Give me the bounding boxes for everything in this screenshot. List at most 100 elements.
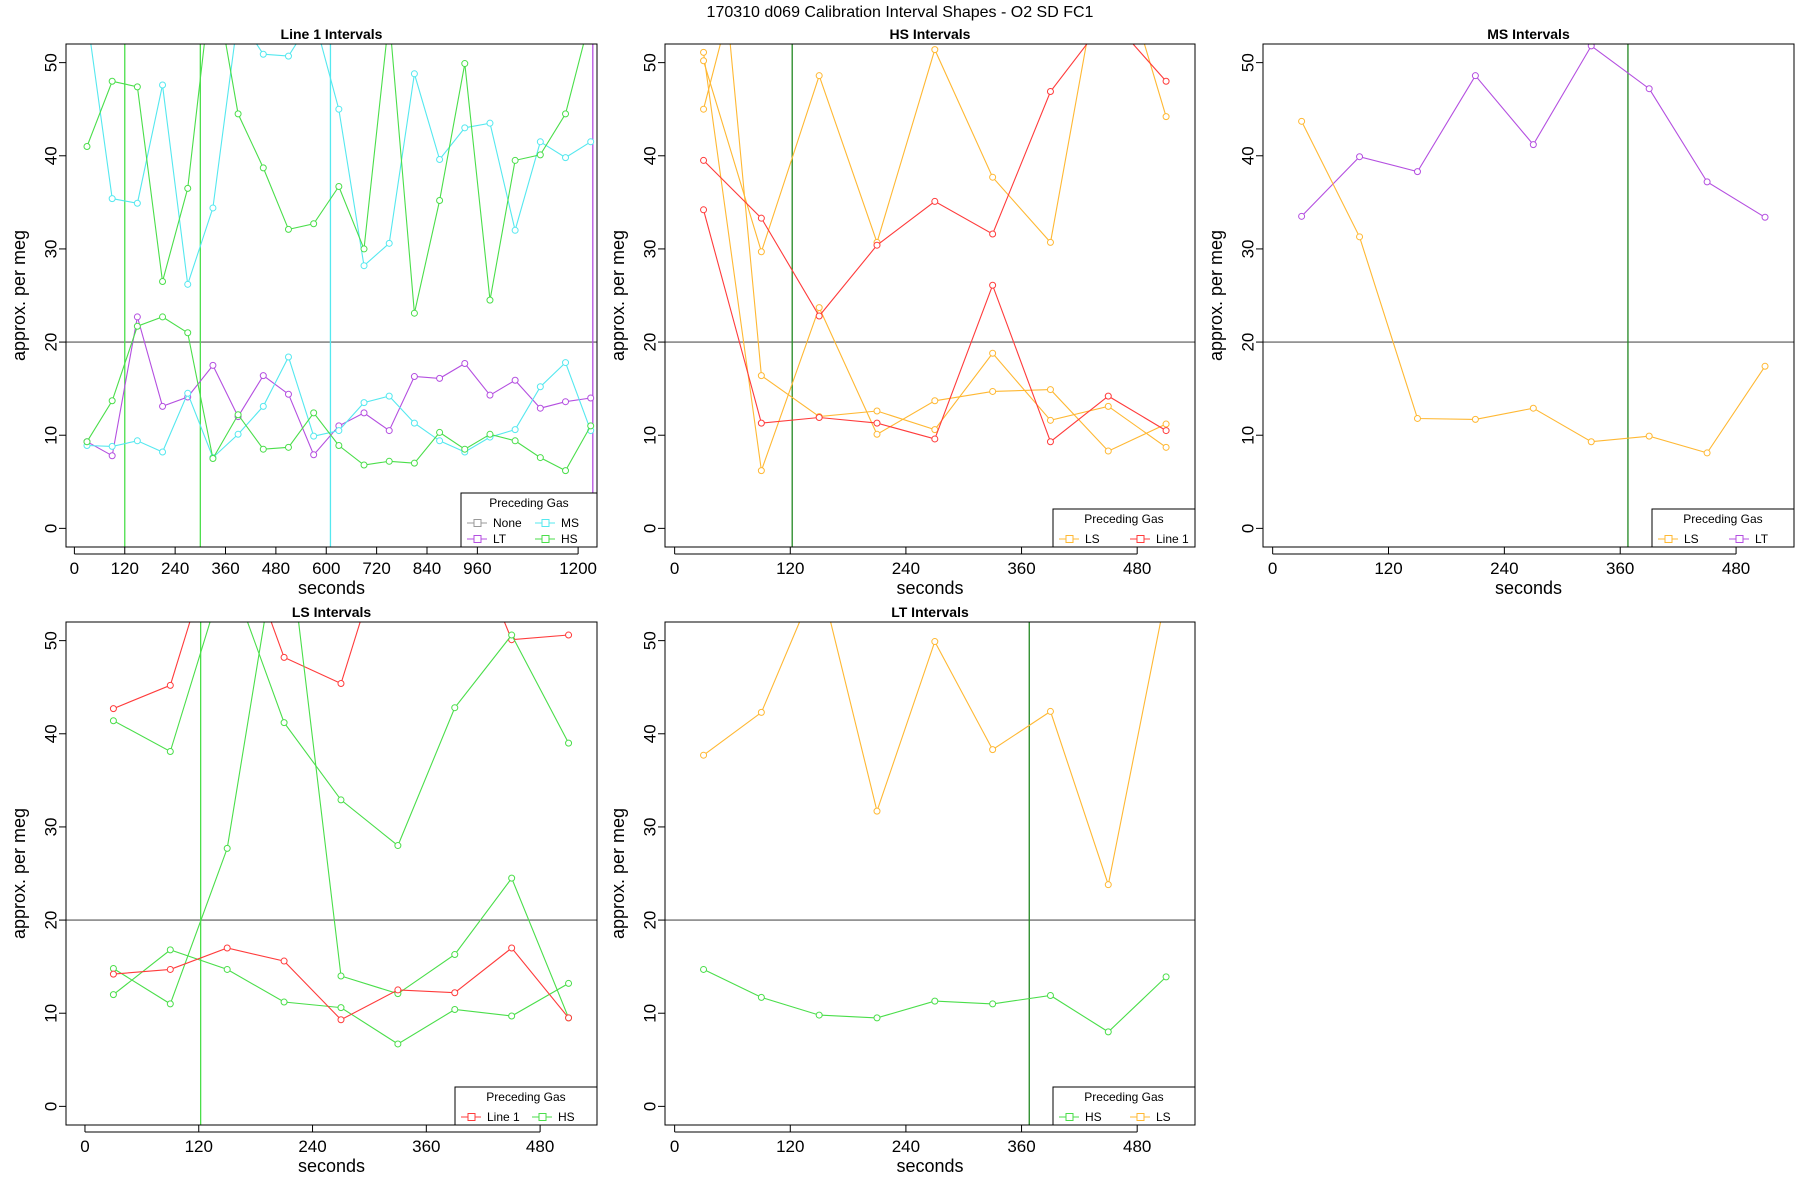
data-point (451, 704, 459, 712)
data-point (873, 430, 881, 438)
data-point (757, 419, 765, 427)
data-point (508, 631, 516, 639)
data-point (1046, 707, 1054, 715)
data-point (284, 353, 292, 361)
data-point (159, 81, 167, 89)
y-tick-label: 10 (1238, 426, 1257, 445)
y-tick-label: 40 (41, 724, 60, 743)
data-point (436, 437, 444, 445)
data-point (451, 951, 459, 959)
data-point (588, 13, 594, 19)
data-point (989, 281, 997, 289)
y-tick-label: 30 (640, 817, 659, 836)
data-point (562, 110, 570, 118)
data-point (873, 407, 881, 415)
x-tick-label: 120 (111, 559, 139, 578)
x-tick-label: 240 (1490, 559, 1518, 578)
y-axis-label: approx. per meg (1206, 230, 1226, 361)
x-tick-label: 480 (1123, 1137, 1151, 1156)
data-point (451, 1005, 459, 1013)
data-point (394, 986, 402, 994)
data-point (1703, 449, 1711, 457)
y-tick-label: 40 (1238, 146, 1257, 165)
data-point (536, 151, 544, 159)
x-tick-label: 480 (1722, 559, 1750, 578)
chart-panel: HS Intervals 0 120 240 360 480 0 10 20 30 40 50 seco… (608, 26, 1196, 598)
x-tick-label: 120 (776, 559, 804, 578)
data-point (700, 156, 708, 164)
plot-frame (664, 43, 1196, 548)
data-point (461, 124, 469, 132)
data-point (989, 1000, 997, 1008)
x-tick-label: 0 (1268, 559, 1277, 578)
data-point (133, 322, 141, 330)
data-point (931, 197, 939, 205)
x-tick-label: 960 (463, 559, 491, 578)
data-point (360, 245, 368, 253)
data-point (159, 402, 167, 410)
data-point (815, 72, 823, 80)
data-point (337, 796, 345, 804)
data-point (259, 50, 267, 58)
data-point (410, 373, 418, 381)
data-point (133, 313, 141, 321)
plot-area (66, 13, 597, 547)
data-point (452, 498, 458, 504)
panel-title: LT Intervals (891, 604, 969, 620)
data-point (461, 359, 469, 367)
x-tick-label: 480 (1123, 559, 1151, 578)
data-point (395, 498, 401, 504)
data-point (385, 427, 393, 435)
data-point (486, 430, 494, 438)
y-tick-label: 30 (1238, 239, 1257, 258)
y-tick-label: 10 (41, 1004, 60, 1023)
data-point (223, 844, 231, 852)
data-point (536, 383, 544, 391)
x-tick-label: 480 (262, 559, 290, 578)
legend-swatch-marker (541, 535, 550, 543)
data-point (259, 372, 267, 380)
data-point (486, 296, 494, 304)
data-point (989, 349, 997, 357)
data-point (436, 374, 444, 382)
data-point (84, 13, 90, 19)
data-point (394, 1040, 402, 1048)
legend-entry-label: HS (561, 532, 578, 546)
data-point (159, 313, 167, 321)
data-point (108, 397, 116, 405)
legend-entry-label: Line 1 (487, 1110, 520, 1124)
data-point (394, 842, 402, 850)
plot-area (665, 591, 1195, 1125)
data-point (486, 391, 494, 399)
x-axis-label: seconds (896, 578, 963, 598)
legend-title: Preceding Gas (1084, 512, 1163, 526)
data-point (385, 457, 393, 465)
data-point (284, 225, 292, 233)
data-point (108, 452, 116, 460)
data-point (109, 970, 117, 978)
data-point (461, 445, 469, 453)
data-point (209, 361, 217, 369)
data-point (385, 392, 393, 400)
series-line (703, 44, 1167, 317)
data-point (335, 183, 343, 191)
data-point (159, 278, 167, 286)
data-point (562, 398, 570, 406)
y-tick-label: 0 (41, 1102, 60, 1111)
chart-panel: LS Intervals 0 120 240 360 480 0 10 20 30 40 50 seco… (9, 498, 598, 1176)
y-tick-label: 10 (41, 426, 60, 445)
data-point (1163, 591, 1169, 597)
legend-swatch-marker (1065, 1113, 1074, 1121)
data-point (931, 397, 939, 405)
data-point (234, 411, 242, 419)
series-line (86, 44, 585, 314)
data-point (1104, 392, 1112, 400)
y-tick-label: 0 (640, 1102, 659, 1111)
data-point (436, 428, 444, 436)
data-point (587, 138, 595, 146)
data-point (108, 442, 116, 450)
legend-box (1651, 508, 1795, 548)
data-point (184, 329, 192, 337)
y-tick-label: 0 (41, 524, 60, 533)
